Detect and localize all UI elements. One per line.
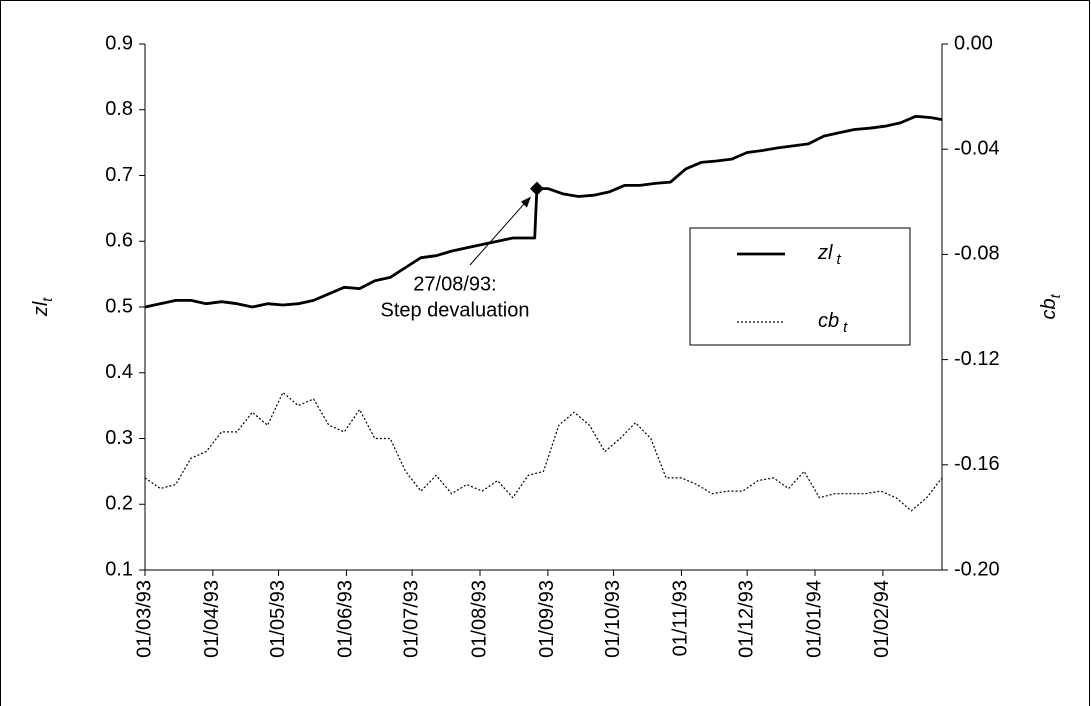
y2-tick-label: -0.04 [954, 137, 1000, 159]
y2-tick-label: -0.16 [954, 453, 1000, 475]
y2-tick-label: -0.12 [954, 348, 1000, 370]
y-tick-label: 0.2 [105, 493, 133, 515]
x-tick-label: 01/09/93 [536, 580, 558, 658]
y-tick-label: 0.3 [105, 427, 133, 449]
y-tick-label: 0.8 [105, 98, 133, 120]
annotation-arrowhead [520, 196, 531, 208]
y2-axis-label: cbt [1038, 293, 1062, 319]
y-tick-label: 0.4 [105, 361, 133, 383]
legend-name: cb [818, 310, 839, 332]
y2-axis-label-text: cb [1038, 298, 1060, 319]
annotation-text: 27/08/93: [413, 273, 496, 295]
x-tick-label: 01/12/93 [735, 580, 757, 658]
x-tick-label: 01/06/93 [335, 580, 357, 658]
legend-label: zl t [817, 242, 841, 268]
legend-name: zl [817, 242, 833, 264]
legend-label: cb t [818, 310, 848, 336]
y2-tick-label: -0.20 [954, 558, 1000, 580]
x-tick-label: 01/03/93 [133, 580, 155, 658]
x-tick-label: 01/08/93 [468, 580, 490, 658]
x-tick-label: 01/01/94 [803, 580, 825, 658]
y-tick-label: 0.7 [105, 164, 133, 186]
x-tick-label: 01/07/93 [400, 580, 422, 658]
legend-box [689, 227, 911, 346]
y2-tick-label: -0.08 [954, 243, 1000, 265]
series-line [144, 391, 943, 512]
y2-tick-label: 0.00 [954, 32, 993, 54]
x-tick-label: 01/11/93 [670, 580, 692, 656]
y-tick-label: 0.9 [105, 32, 133, 54]
data-marker [529, 181, 544, 196]
x-tick-label: 01/02/94 [871, 580, 893, 658]
annotation-text: Step devaluation [380, 299, 529, 321]
y-axis-label: zlt [30, 297, 54, 317]
legend-subscript: t [836, 251, 841, 268]
y-axis-label-sub: t [39, 297, 55, 302]
y-tick-label: 0.1 [105, 558, 133, 580]
annotation-arrow [469, 200, 528, 266]
legend-subscript: t [843, 319, 848, 336]
y2-axis-label-sub: t [1047, 293, 1063, 298]
x-tick-label: 01/10/93 [602, 580, 624, 658]
y-axis-label-text: zl [30, 301, 52, 317]
x-tick-label: 01/05/93 [267, 580, 289, 658]
x-tick-label: 01/04/93 [201, 580, 223, 658]
y-tick-label: 0.5 [105, 295, 133, 317]
y-tick-label: 0.6 [105, 230, 133, 252]
